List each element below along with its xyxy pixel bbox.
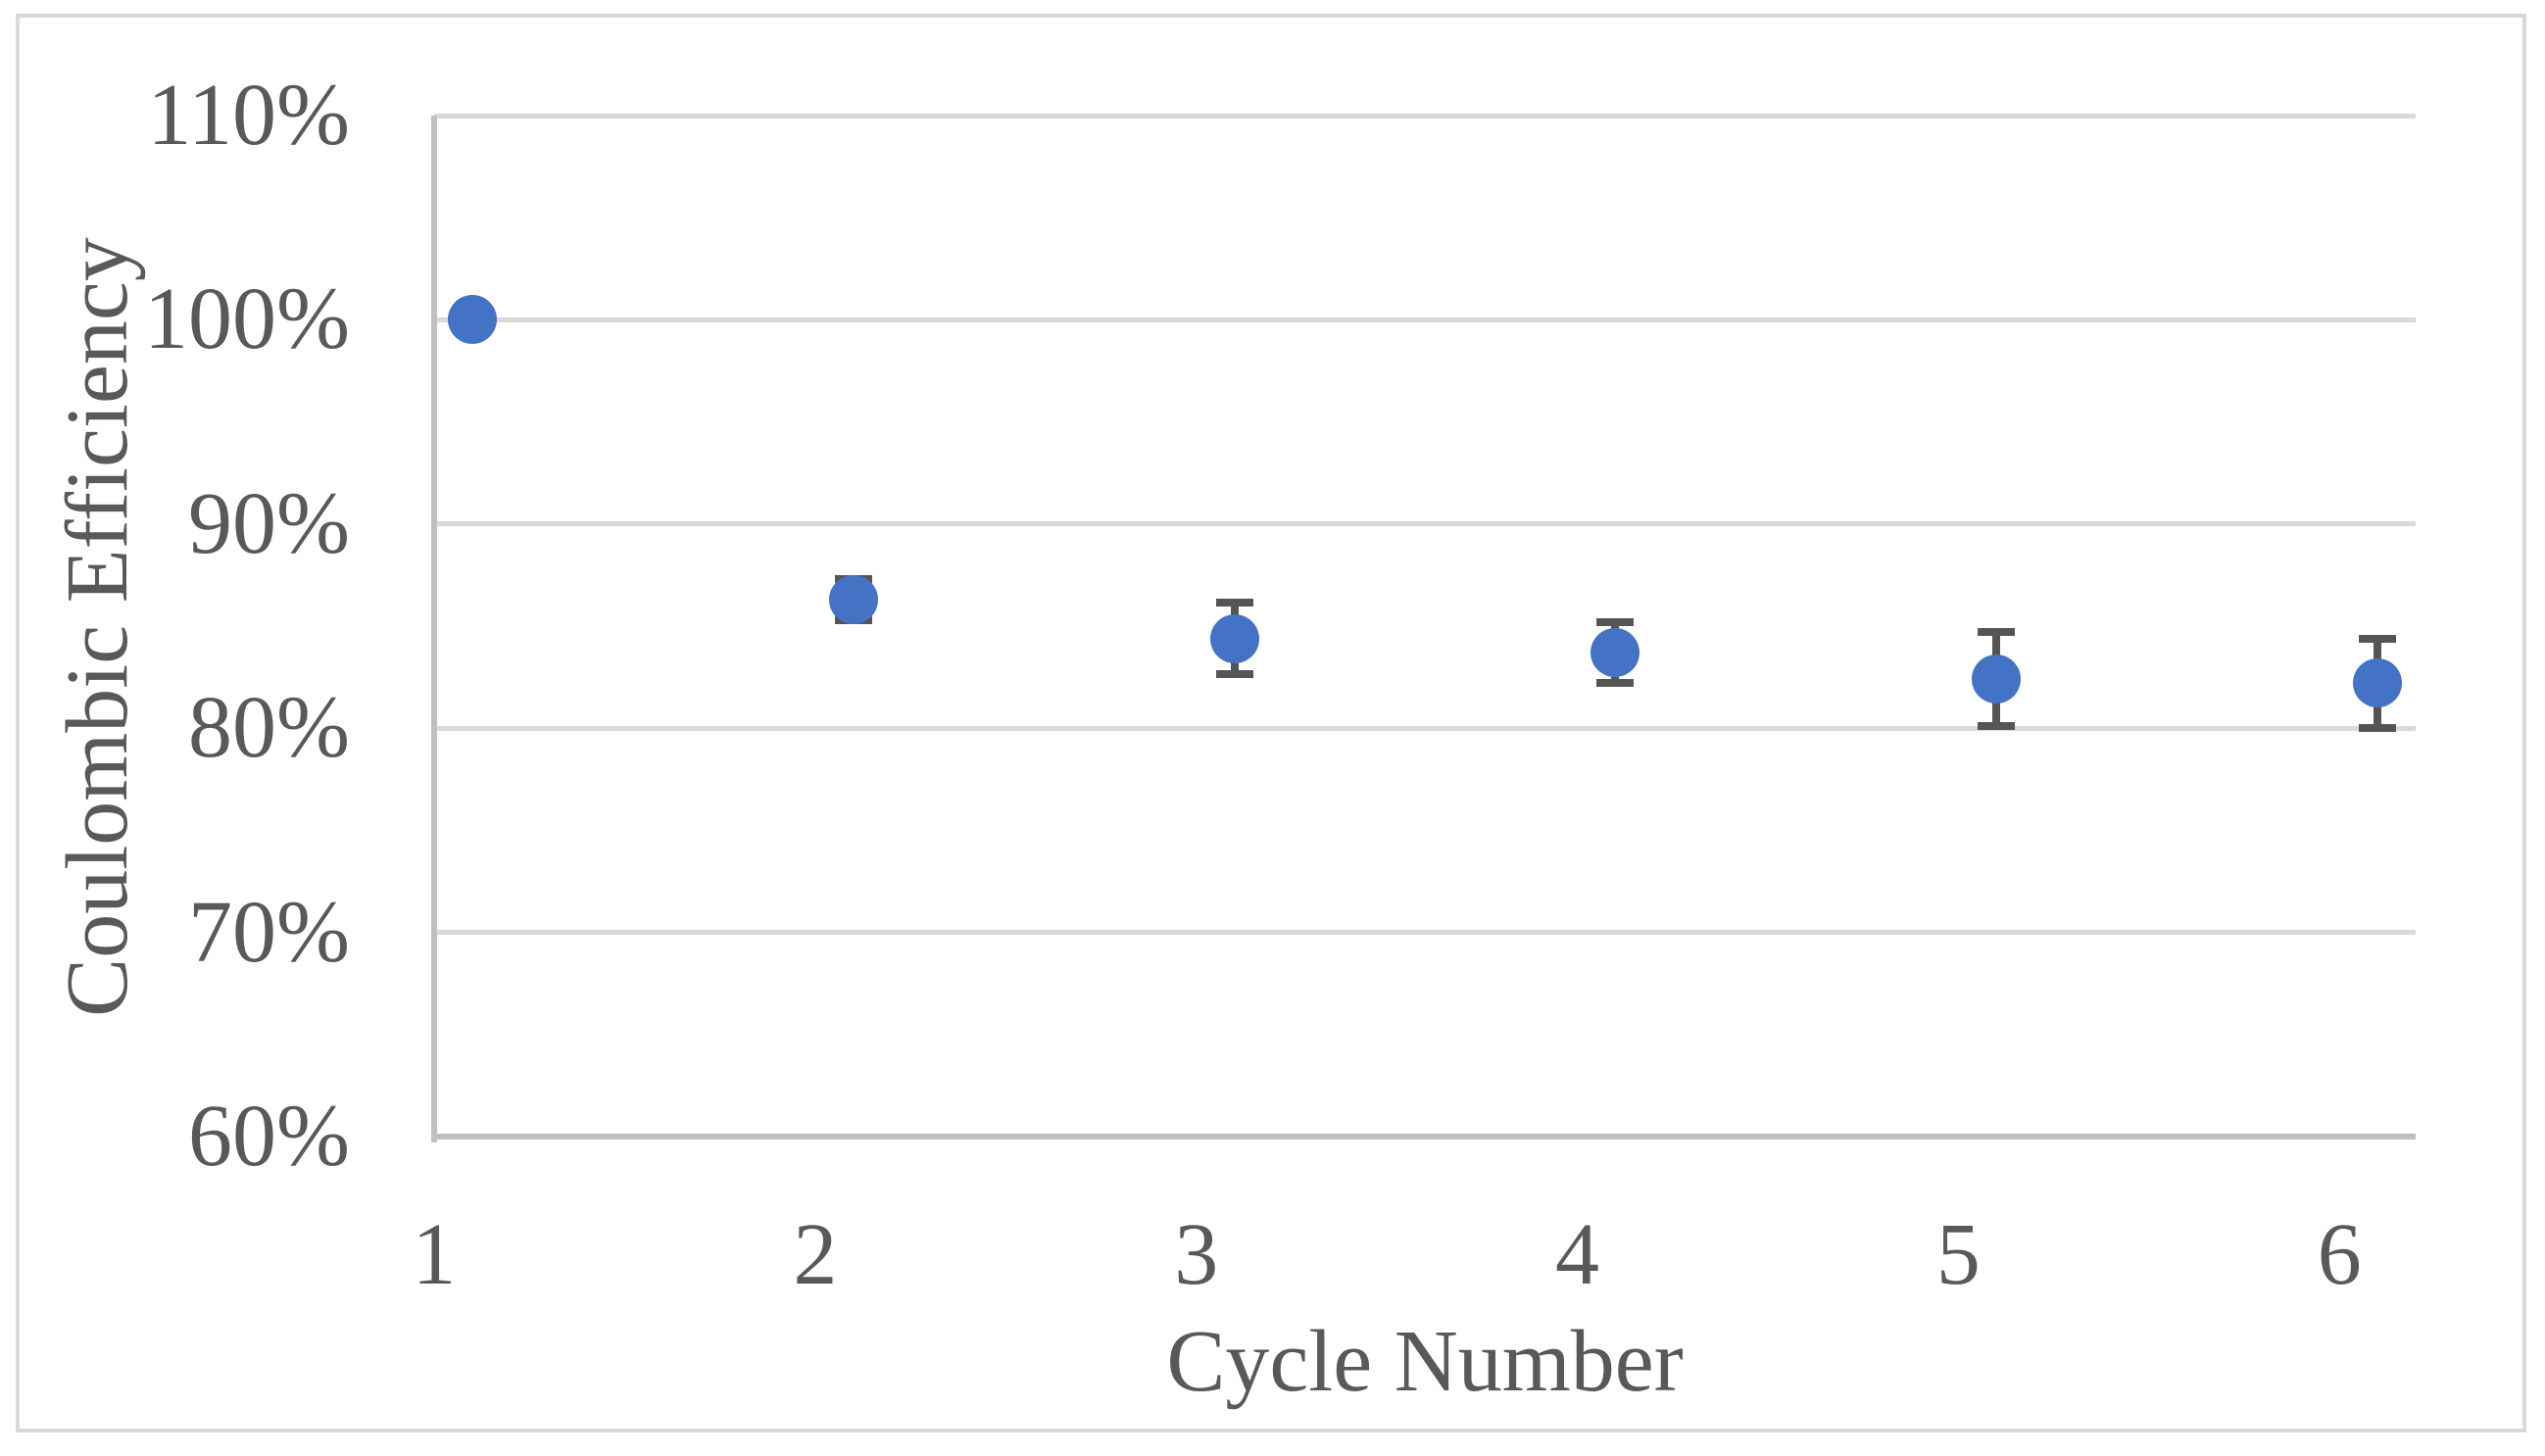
- gridline: [434, 113, 2416, 119]
- y-tick-label: 110%: [147, 67, 350, 164]
- plot-area: [431, 113, 2416, 1142]
- x-tick-label: 1: [412, 1206, 457, 1303]
- error-bar-cap-bottom: [1978, 722, 2016, 731]
- y-tick-label: 70%: [188, 883, 350, 981]
- y-tick-label: 60%: [188, 1088, 350, 1185]
- figure-border: [16, 14, 2526, 1432]
- data-point: [2353, 658, 2403, 708]
- error-bar-cap-top: [1596, 617, 1635, 626]
- data-point: [1209, 613, 1259, 663]
- data-point: [828, 574, 878, 624]
- gridline: [434, 930, 2416, 936]
- error-bar-cap-bottom: [2359, 724, 2397, 733]
- gridline: [434, 316, 2416, 322]
- x-tick-label: 3: [1174, 1206, 1219, 1303]
- error-bar-cap-bottom: [1215, 669, 1253, 678]
- x-tick-label: 4: [1555, 1206, 1600, 1303]
- x-axis-title: Cycle Number: [1166, 1313, 1684, 1410]
- gridline: [434, 521, 2416, 527]
- x-tick-label: 5: [1935, 1206, 1981, 1303]
- error-bar-cap-bottom: [1596, 679, 1635, 688]
- gridline: [434, 725, 2416, 731]
- y-tick-label: 100%: [144, 270, 350, 368]
- error-bar-cap-top: [1978, 628, 2016, 637]
- data-point: [447, 295, 497, 345]
- error-bar-cap-top: [1215, 599, 1253, 607]
- y-axis-line: [431, 116, 437, 1142]
- data-point: [1591, 628, 1640, 678]
- y-tick-label: 80%: [188, 679, 350, 777]
- x-axis-line: [434, 1134, 2416, 1140]
- error-bar-cap-top: [2359, 634, 2397, 643]
- x-tick-label: 6: [2317, 1206, 2362, 1303]
- y-tick-label: 90%: [188, 474, 350, 572]
- x-tick-label: 2: [793, 1206, 838, 1303]
- data-point: [1972, 655, 2022, 704]
